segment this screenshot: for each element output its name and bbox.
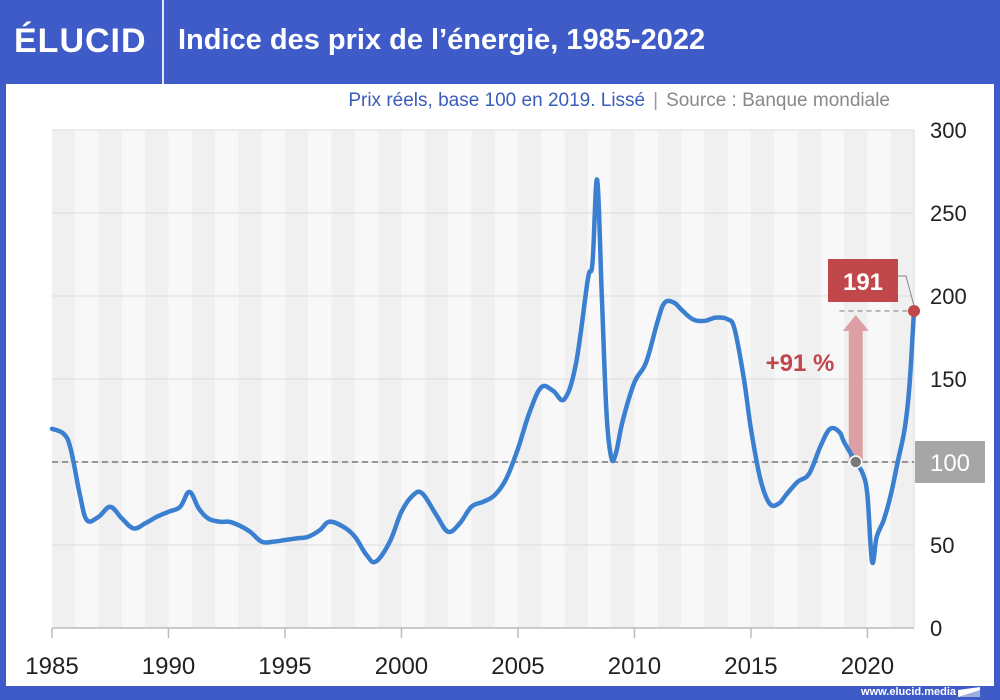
subtitle-description: Prix réels, base 100 en 2019. Lissé [348, 90, 646, 111]
increase-percent-label: +91 % [766, 350, 835, 377]
base-100-label: 100 [930, 450, 970, 477]
y-tick-label: 0 [930, 616, 942, 641]
footer-url[interactable]: www.elucid.media [861, 686, 956, 698]
series-line [49, 177, 917, 566]
subtitle-separator: | [653, 90, 659, 111]
x-tick-label: 1990 [142, 653, 195, 680]
y-tick-label: 300 [930, 118, 967, 143]
series-layer [49, 177, 917, 566]
chart-title: Indice des prix de l’énergie, 1985-2022 [178, 24, 706, 56]
y-tick-label: 250 [930, 201, 967, 226]
x-tick-label: 2010 [608, 653, 661, 680]
x-tick-label: 1995 [258, 653, 311, 680]
increase-arrow-shaft [848, 326, 863, 462]
x-tick-label: 2020 [841, 653, 894, 680]
y-tick-label: 50 [930, 533, 954, 558]
x-axis: 1985 1990 1995 2000 2005 2010 2015 2020 [25, 627, 914, 680]
header-divider [162, 0, 164, 84]
chart-subtitle: Prix réels, base 100 en 2019. Lissé | Sour… [348, 90, 890, 112]
elucid-flag-icon [958, 687, 980, 697]
x-tick-label: 2000 [375, 653, 428, 680]
y-tick-label: 200 [930, 284, 967, 309]
y-tick-label: 150 [930, 367, 967, 392]
annotations-front: 191 +91 % 100 [766, 259, 985, 483]
annotations-back [52, 310, 914, 463]
elucid-logo: ÉLUCID [14, 22, 147, 60]
x-tick-label: 1985 [25, 653, 78, 680]
x-tick-label: 2005 [491, 653, 544, 680]
y-axis: 0 50 150 200 250 300 [930, 118, 967, 641]
value-191-label: 191 [843, 269, 883, 296]
value-191-leader [898, 275, 915, 307]
end-point-marker [908, 304, 920, 317]
value-191-box [828, 259, 898, 302]
header: ÉLUCID Indice des prix de l’énergie, 198… [0, 0, 1000, 84]
base-point-marker [849, 455, 863, 469]
source-label: Source : Banque mondiale [666, 90, 890, 111]
base-100-box [915, 441, 985, 483]
x-tick-label: 2015 [724, 653, 777, 680]
increase-arrow-head [842, 314, 869, 331]
